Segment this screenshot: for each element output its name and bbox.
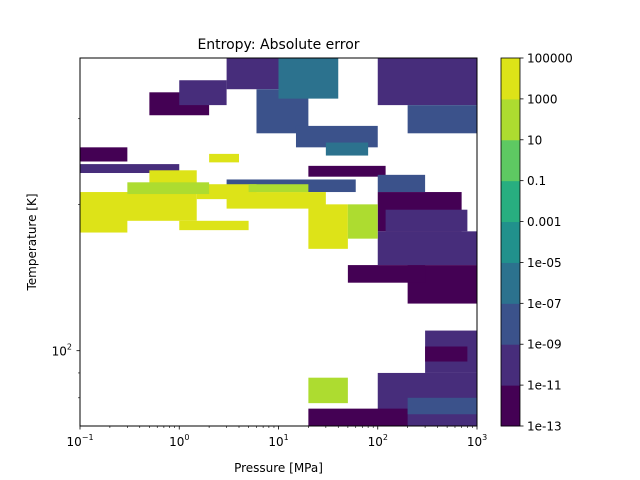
colorbar-tick-label: 1e-11 bbox=[527, 379, 562, 393]
contour-region-34 bbox=[308, 408, 408, 426]
colorbar-segment bbox=[501, 139, 520, 182]
colorbar-tick-label: 1e-13 bbox=[527, 420, 562, 434]
colorbar-segment bbox=[501, 262, 520, 304]
contour-region-24 bbox=[179, 220, 249, 231]
colorbar-tick-label: 1e-07 bbox=[527, 297, 562, 311]
colorbar-tick-label: 100000 bbox=[527, 52, 573, 66]
x-tick-label: 101 bbox=[268, 433, 288, 449]
y-tick-label: 102 bbox=[52, 343, 72, 359]
contour-region-12 bbox=[407, 105, 477, 134]
contour-region-33 bbox=[308, 377, 348, 404]
x-axis-ticks: 10−1 100 101 102 103 bbox=[66, 426, 487, 449]
x-tick-label: 103 bbox=[467, 433, 487, 449]
colorbar-tick-label: 0.001 bbox=[527, 215, 561, 229]
colorbar-segment bbox=[501, 344, 520, 386]
contour-region-31 bbox=[425, 346, 468, 362]
colorbar-segment bbox=[501, 180, 520, 223]
contour-region-11 bbox=[377, 58, 477, 106]
colorbar-frame bbox=[500, 57, 521, 427]
contour-region-9 bbox=[325, 142, 369, 156]
contour-region-25 bbox=[226, 192, 326, 209]
chart-title: Entropy: Absolute error bbox=[197, 37, 359, 53]
contour-region-18 bbox=[347, 265, 426, 283]
contour-region-35 bbox=[407, 397, 477, 415]
colorbar-tick-label: 1e-09 bbox=[527, 338, 562, 352]
contour-region-7 bbox=[295, 125, 378, 148]
contour-region-3 bbox=[179, 80, 227, 106]
contour-region-15 bbox=[385, 209, 468, 232]
colorbar-segment bbox=[501, 385, 520, 427]
contour-region-21 bbox=[80, 204, 128, 233]
contour-region-16 bbox=[377, 231, 477, 266]
x-tick-label: 10−1 bbox=[66, 433, 93, 449]
contour-region-26 bbox=[308, 204, 348, 249]
contour-region-28 bbox=[127, 182, 210, 195]
colorbar-segment bbox=[501, 98, 520, 141]
colorbar-tick-label: 0.1 bbox=[527, 174, 546, 188]
y-axis-ticks: 102 bbox=[52, 118, 80, 399]
contour-regions bbox=[80, 58, 477, 426]
contour-region-2 bbox=[80, 164, 180, 174]
x-tick-label: 100 bbox=[169, 433, 189, 449]
colorbar-tick-label: 10 bbox=[527, 133, 542, 147]
colorbar-segment bbox=[501, 58, 520, 100]
colorbar-segment bbox=[501, 221, 520, 263]
contour-region-23 bbox=[209, 153, 240, 163]
y-axis-label: Temperature [K] bbox=[25, 193, 39, 291]
contour-region-4 bbox=[226, 58, 279, 90]
colorbar-segment bbox=[501, 303, 520, 345]
colorbar-tick-label: 1000 bbox=[527, 92, 558, 106]
colorbar: 1e-13 1e-11 1e-09 1e-07 1e-05 0.001 0.1 10 1000 1… bbox=[500, 52, 573, 434]
contour-region-6 bbox=[278, 58, 339, 99]
contour-region-27 bbox=[347, 204, 378, 239]
contour-region-10 bbox=[308, 165, 386, 177]
x-tick-label: 102 bbox=[368, 433, 388, 449]
contour-region-1 bbox=[80, 147, 128, 162]
contour-region-13 bbox=[377, 174, 426, 193]
colorbar-tick-label: 1e-05 bbox=[527, 256, 562, 270]
x-axis-label: Pressure [MPa] bbox=[234, 461, 323, 475]
contour-region-29 bbox=[248, 184, 309, 193]
